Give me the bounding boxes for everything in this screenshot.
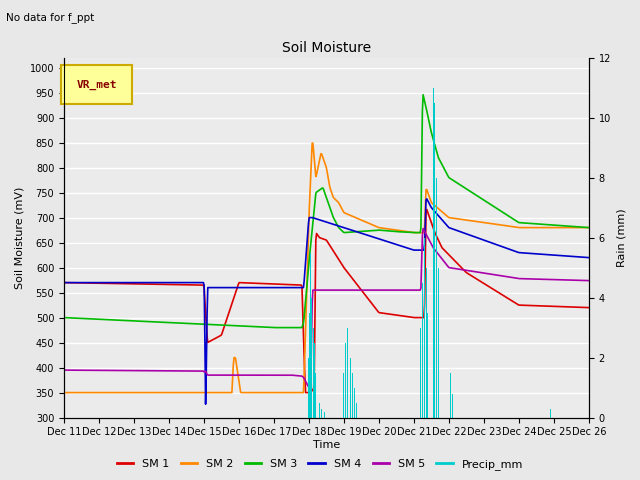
Bar bbox=[310, 252, 311, 418]
Bar bbox=[319, 403, 320, 418]
Legend: SM 1, SM 2, SM 3, SM 4, SM 5, Precip_mm: SM 1, SM 2, SM 3, SM 4, SM 5, Precip_mm bbox=[112, 455, 528, 474]
Bar bbox=[309, 312, 310, 418]
Bar bbox=[313, 327, 314, 418]
Bar bbox=[436, 178, 437, 418]
Text: VR_met: VR_met bbox=[76, 80, 116, 90]
Bar bbox=[424, 238, 425, 418]
Bar bbox=[420, 327, 421, 418]
Title: Soil Moisture: Soil Moisture bbox=[282, 41, 371, 55]
Bar bbox=[347, 327, 348, 418]
FancyBboxPatch shape bbox=[61, 65, 132, 104]
Y-axis label: Soil Moisture (mV): Soil Moisture (mV) bbox=[14, 186, 24, 289]
Bar bbox=[450, 372, 451, 418]
Y-axis label: Rain (mm): Rain (mm) bbox=[616, 208, 627, 267]
Bar bbox=[550, 408, 551, 418]
Bar bbox=[324, 411, 325, 418]
Bar bbox=[314, 343, 315, 418]
Text: No data for f_ppt: No data for f_ppt bbox=[6, 12, 95, 23]
Bar bbox=[422, 283, 423, 418]
Bar bbox=[311, 298, 312, 418]
Bar bbox=[308, 358, 309, 418]
X-axis label: Time: Time bbox=[313, 440, 340, 450]
Bar bbox=[345, 343, 346, 418]
Bar bbox=[438, 268, 439, 418]
Bar bbox=[352, 372, 353, 418]
Bar bbox=[354, 388, 355, 418]
